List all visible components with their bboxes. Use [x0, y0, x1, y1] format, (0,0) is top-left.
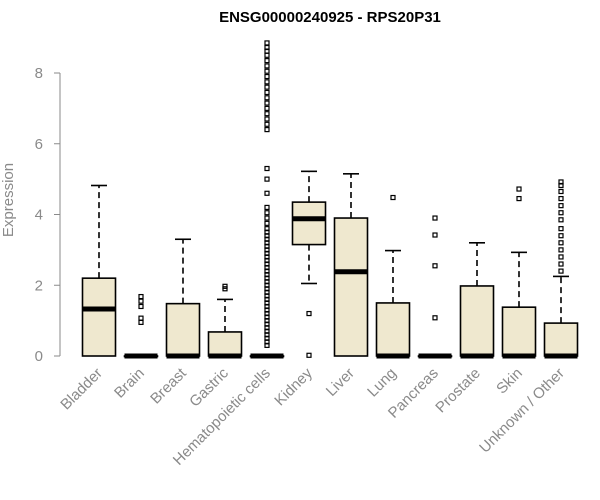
outlier-point — [264, 63, 270, 69]
outlier-point — [222, 283, 228, 289]
y-tick-label: 0 — [35, 348, 43, 365]
box — [165, 302, 201, 357]
outlier-point — [558, 188, 564, 195]
y-tick-label: 6 — [35, 136, 43, 153]
outlier-point — [264, 73, 270, 80]
outlier-point — [264, 68, 270, 74]
box — [375, 302, 411, 357]
outlier-point — [264, 226, 270, 232]
box — [207, 331, 243, 357]
outlier-point — [558, 233, 564, 239]
x-tick-label: Breast — [147, 364, 190, 407]
outlier-point — [264, 44, 270, 51]
outlier-point — [558, 247, 564, 253]
box-group-8 — [417, 215, 453, 359]
outlier-point — [558, 217, 564, 223]
outlier-point — [264, 58, 270, 64]
box-group-3 — [207, 283, 243, 359]
outlier-point — [558, 268, 564, 274]
box — [333, 217, 369, 357]
x-tick-label: Brain — [111, 365, 148, 402]
outlier-point — [264, 111, 270, 117]
outlier-point — [264, 190, 270, 196]
outlier-point — [558, 226, 564, 232]
outlier-point — [516, 186, 522, 192]
outlier-point — [390, 194, 396, 201]
box-group-7 — [375, 194, 411, 359]
outlier-point — [138, 298, 144, 304]
box-group-9 — [459, 242, 495, 359]
box — [291, 201, 327, 246]
outlier-point — [264, 84, 270, 90]
outlier-point — [558, 254, 564, 260]
outlier-point — [264, 89, 270, 96]
outlier-point — [264, 126, 270, 133]
y-tick-label: 8 — [35, 65, 43, 82]
outlier-point — [264, 215, 270, 221]
outlier-point — [264, 116, 270, 122]
outlier-point — [264, 204, 270, 211]
outlier-point — [264, 40, 270, 46]
outlier-point — [558, 195, 564, 202]
outlier-point — [264, 52, 270, 58]
outlier-point — [432, 263, 438, 269]
box-group-2 — [165, 238, 201, 359]
outlier-point — [264, 176, 270, 182]
outlier-point — [264, 100, 270, 106]
outlier-point — [138, 319, 144, 325]
outlier-point — [264, 105, 270, 111]
y-tick-label: 2 — [35, 277, 43, 294]
outlier-point — [264, 220, 270, 226]
box-group-4 — [249, 40, 285, 359]
outlier-point — [558, 240, 564, 246]
y-axis-label: Expression — [0, 163, 17, 237]
outlier-point — [558, 179, 564, 185]
outlier-point — [138, 303, 144, 310]
x-tick-label: Lung — [364, 365, 400, 401]
outlier-point — [264, 79, 270, 85]
outlier-point — [264, 95, 270, 101]
outlier-point — [306, 352, 312, 358]
outlier-point — [432, 215, 438, 221]
box — [543, 322, 579, 357]
outlier-point — [432, 315, 438, 321]
outlier-point — [138, 315, 144, 321]
y-axis: 0 2 4 6 8 — [35, 65, 61, 365]
x-tick-label: Bladder — [57, 365, 106, 414]
box-group-6 — [333, 173, 369, 357]
outlier-point — [516, 195, 522, 202]
box-group-1 — [123, 293, 159, 359]
outlier-point — [558, 261, 564, 267]
outlier-point — [558, 203, 564, 209]
outlier-point — [558, 210, 564, 216]
x-tick-label: Skin — [493, 365, 526, 398]
box-group-5 — [291, 170, 327, 358]
plot-area — [81, 40, 579, 359]
outlier-point — [138, 293, 144, 300]
x-tick-label: Kidney — [271, 364, 316, 409]
outlier-point — [306, 310, 312, 317]
x-tick-label: Liver — [323, 365, 358, 400]
box-group-0 — [81, 184, 117, 357]
box — [81, 277, 117, 357]
box-group-11 — [543, 179, 579, 359]
outlier-point — [264, 165, 270, 172]
x-tick-label: Prostate — [432, 365, 484, 417]
outlier-point — [264, 121, 270, 127]
chart-title: ENSG00000240925 - RPS20P31 — [219, 9, 441, 26]
y-tick-label: 4 — [35, 207, 43, 224]
box — [459, 285, 495, 357]
outlier-point — [432, 232, 438, 238]
outlier-point — [264, 210, 270, 216]
box — [501, 306, 537, 357]
box-group-10 — [501, 186, 537, 359]
